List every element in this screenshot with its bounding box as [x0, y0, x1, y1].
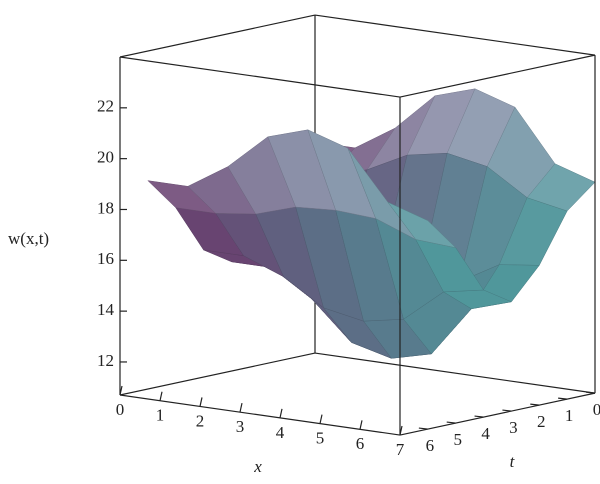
x-tick	[399, 425, 403, 436]
t-tick-label: 1	[565, 406, 574, 425]
z-tick-label: 16	[97, 249, 114, 268]
z-tick-label: 14	[97, 300, 115, 319]
x-tick	[359, 420, 363, 430]
x-tick-label: 6	[356, 434, 365, 453]
x-tick-label: 4	[276, 423, 285, 442]
x-tick-label: 3	[236, 417, 245, 436]
z-axis-label: w(x,t)	[8, 229, 49, 248]
t-tick-label: 3	[509, 418, 518, 437]
t-tick	[530, 403, 540, 406]
t-axis-label: t	[510, 452, 516, 471]
x-tick	[319, 414, 323, 424]
surface-patch	[387, 202, 457, 249]
box-edge	[314, 352, 596, 394]
t-tick-label: 0	[593, 400, 600, 419]
box-edge	[314, 14, 596, 56]
box-edge	[399, 392, 596, 436]
x-tick-label: 0	[116, 400, 125, 419]
x-axis-label: x	[253, 457, 262, 476]
x-tick-label: 1	[156, 406, 165, 425]
t-tick	[502, 409, 512, 412]
box-edge	[119, 56, 401, 98]
x-tick	[239, 403, 243, 413]
t-tick-label: 6	[426, 436, 435, 455]
z-tick-label: 12	[97, 351, 114, 370]
t-tick	[558, 397, 568, 400]
x-tick	[119, 385, 123, 396]
x-tick	[279, 408, 283, 419]
x-tick-label: 5	[316, 429, 325, 448]
box-edge	[119, 394, 401, 436]
x-tick	[199, 397, 203, 407]
t-tick	[474, 415, 484, 418]
box-edge	[399, 54, 596, 98]
box-edge	[119, 352, 316, 396]
t-tick-label: 4	[481, 424, 490, 443]
z-tick-label: 18	[97, 198, 114, 217]
box-edge	[119, 14, 316, 58]
z-tick-label: 20	[97, 148, 114, 167]
t-tick-label: 5	[453, 430, 462, 449]
x-tick-label: 2	[196, 411, 205, 430]
x-tick-label: 7	[396, 440, 405, 459]
t-tick	[585, 391, 596, 394]
z-tick-label: 22	[97, 97, 114, 116]
t-tick	[418, 427, 428, 430]
t-tick	[446, 421, 456, 424]
x-tick	[159, 391, 163, 401]
t-tick-label: 2	[537, 412, 546, 431]
